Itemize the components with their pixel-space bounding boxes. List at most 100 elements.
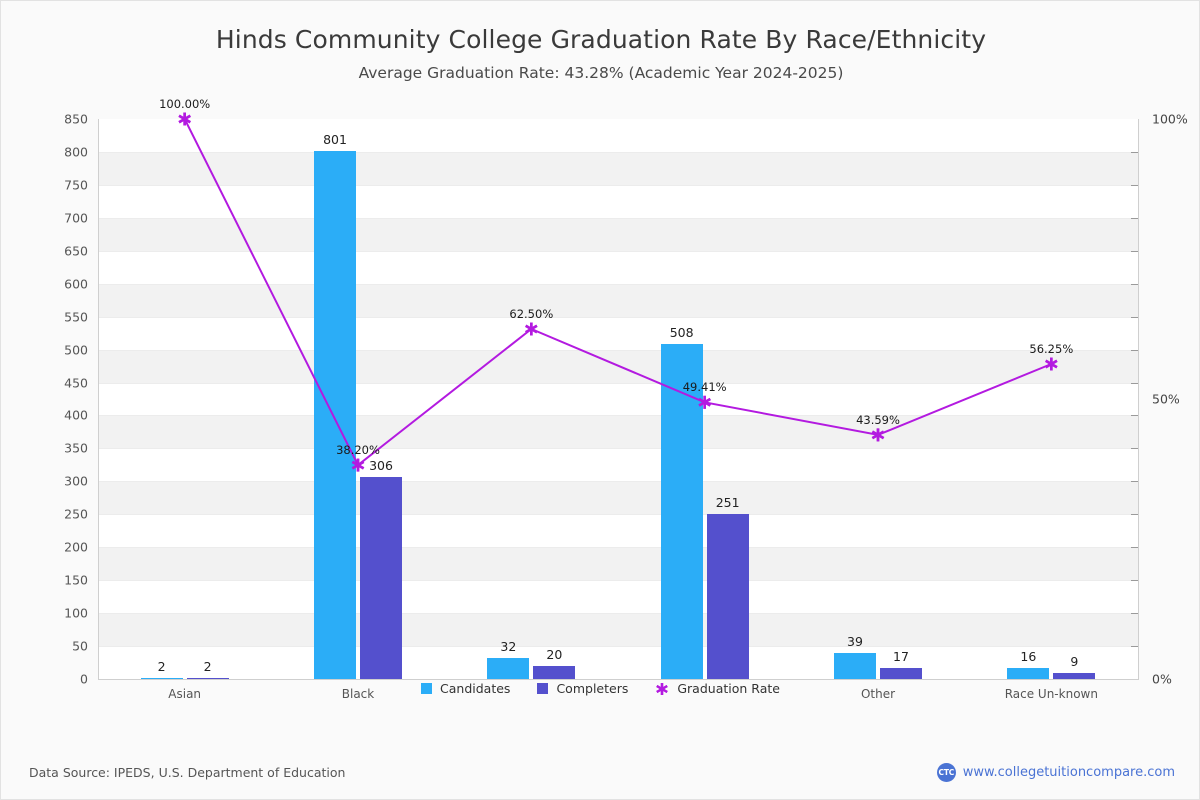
grid-band [98, 151, 1138, 185]
graduation-rate-line [178, 112, 1058, 472]
rate-value-label: 100.00% [159, 97, 211, 111]
y2-axis-tick-label: 100% [1152, 111, 1188, 127]
bar-candidates[interactable] [140, 677, 183, 679]
y-axis-tick-label: 650 [64, 243, 88, 259]
y2-axis-minor-tick [1131, 250, 1138, 252]
y-axis-tick-label: 750 [64, 177, 88, 193]
rate-marker-asterisk-icon[interactable] [525, 322, 538, 336]
grid-band [98, 217, 1138, 251]
bar-candidates[interactable] [487, 657, 530, 679]
rate-line-path [183, 118, 1052, 467]
chart-subtitle: Average Graduation Rate: 43.28% (Academi… [358, 64, 844, 82]
y2-axis-minor-tick [1131, 283, 1138, 285]
bar-label-candidates: 508 [669, 325, 694, 341]
y-axis-tick-label: 850 [64, 111, 88, 127]
y2-axis-minor-tick [1131, 646, 1138, 648]
bar-candidates[interactable] [660, 344, 703, 679]
gridline [98, 481, 1138, 483]
y2-axis-minor-tick [1131, 514, 1138, 516]
y-axis-tick-label: 700 [64, 210, 88, 226]
grid-band [98, 283, 1138, 317]
rate-marker-asterisk-icon[interactable] [1045, 357, 1058, 371]
gridline [98, 382, 1138, 384]
bar-label-candidates: 32 [500, 638, 517, 654]
ctc-logo-icon: CTC [936, 763, 956, 782]
y2-axis-minor-tick [1131, 151, 1138, 153]
bar-candidates[interactable] [314, 151, 356, 679]
y-axis-tick-label: 150 [64, 572, 88, 588]
gridline [98, 415, 1138, 417]
x-axis-tick-label: Other [860, 687, 896, 701]
bar-label-completers: 306 [369, 458, 393, 474]
gridline [98, 580, 1138, 582]
bar-candidates[interactable] [834, 653, 876, 679]
legend-backdrop [444, 682, 760, 704]
y2-axis-minor-tick [1131, 415, 1138, 417]
grid-band [98, 547, 1138, 581]
y2-axis-minor-tick [1131, 448, 1138, 450]
gridline [98, 448, 1138, 450]
y-axis-tick-label: 400 [64, 407, 88, 423]
rate-marker-asterisk-icon[interactable] [871, 428, 885, 442]
y-axis-tick-label: 500 [64, 342, 88, 358]
legend-swatch-icon [421, 683, 433, 694]
y-axis-line [98, 119, 99, 679]
x-axis-tick-label: Black [341, 687, 375, 701]
y-axis-tick-label: 100 [64, 605, 88, 621]
gridline [98, 613, 1138, 615]
y2-axis-minor-tick [1131, 613, 1138, 615]
gridline [98, 349, 1138, 351]
y2-axis-minor-tick [1131, 349, 1138, 351]
y2-axis-tick-label: 50% [1152, 391, 1180, 407]
rate-marker-asterisk-icon[interactable] [178, 112, 191, 126]
brand-watermark[interactable]: CTC www.collegetuitioncompare.com [936, 763, 1175, 782]
bar-completers[interactable] [880, 667, 922, 679]
gridline [98, 316, 1138, 318]
bar-completers[interactable] [533, 665, 576, 679]
gridline [98, 151, 1138, 153]
rate-marker-asterisk-icon[interactable] [351, 458, 365, 472]
y2-axis-minor-tick [1131, 481, 1138, 483]
bar-label-completers: 9 [1070, 654, 1079, 670]
gridline [98, 547, 1138, 549]
y2-axis-tick-label: 0% [1152, 671, 1172, 687]
y-axis-tick-label: 550 [64, 309, 88, 325]
rate-value-label: 38.20% [336, 443, 380, 458]
data-source-note: Data Source: IPEDS, U.S. Department of E… [29, 765, 346, 780]
bar-label-candidates: 801 [323, 132, 347, 148]
bar-label-completers: 2 [203, 658, 212, 674]
bar-label-candidates: 2 [157, 658, 166, 674]
x-axis-tick-label: Asian [168, 687, 202, 701]
y2-axis-minor-tick [1131, 382, 1138, 384]
bar-label-completers: 251 [715, 494, 740, 510]
bar-label-completers: 17 [893, 648, 909, 664]
gridline [98, 250, 1138, 252]
bar-label-completers: 20 [546, 646, 563, 662]
y-axis-tick-label: 600 [64, 276, 88, 292]
y2-axis-minor-tick [1131, 184, 1138, 186]
x-axis-tick-label: Race Un-known [1004, 687, 1098, 701]
y2-axis-minor-tick [1131, 217, 1138, 219]
y2-axis-minor-tick [1131, 547, 1138, 549]
y2-axis-minor-tick [1131, 316, 1138, 318]
bar-completers[interactable] [186, 677, 229, 679]
rate-value-label: 49.41% [682, 380, 727, 395]
gridline [98, 514, 1138, 516]
rate-marker-asterisk-icon[interactable] [698, 395, 711, 409]
bar-completers[interactable] [706, 513, 749, 679]
bar-candidates[interactable] [1007, 668, 1050, 679]
rate-value-label: 56.25% [1029, 342, 1074, 356]
grid-band [98, 481, 1138, 515]
bar-completers[interactable] [360, 477, 402, 679]
gridline [98, 283, 1138, 285]
brand-url: www.collegetuitioncompare.com [962, 765, 1175, 780]
y2-axis-line [1138, 119, 1139, 679]
bar-label-candidates: 16 [1020, 649, 1037, 665]
bar-completers[interactable] [1053, 673, 1096, 679]
y-axis-tick-label: 300 [64, 473, 88, 489]
y-axis-tick-label: 450 [64, 375, 88, 391]
y-axis-tick-label: 200 [64, 539, 88, 555]
gridline [98, 184, 1138, 186]
y-axis-tick-label: 350 [64, 440, 88, 456]
